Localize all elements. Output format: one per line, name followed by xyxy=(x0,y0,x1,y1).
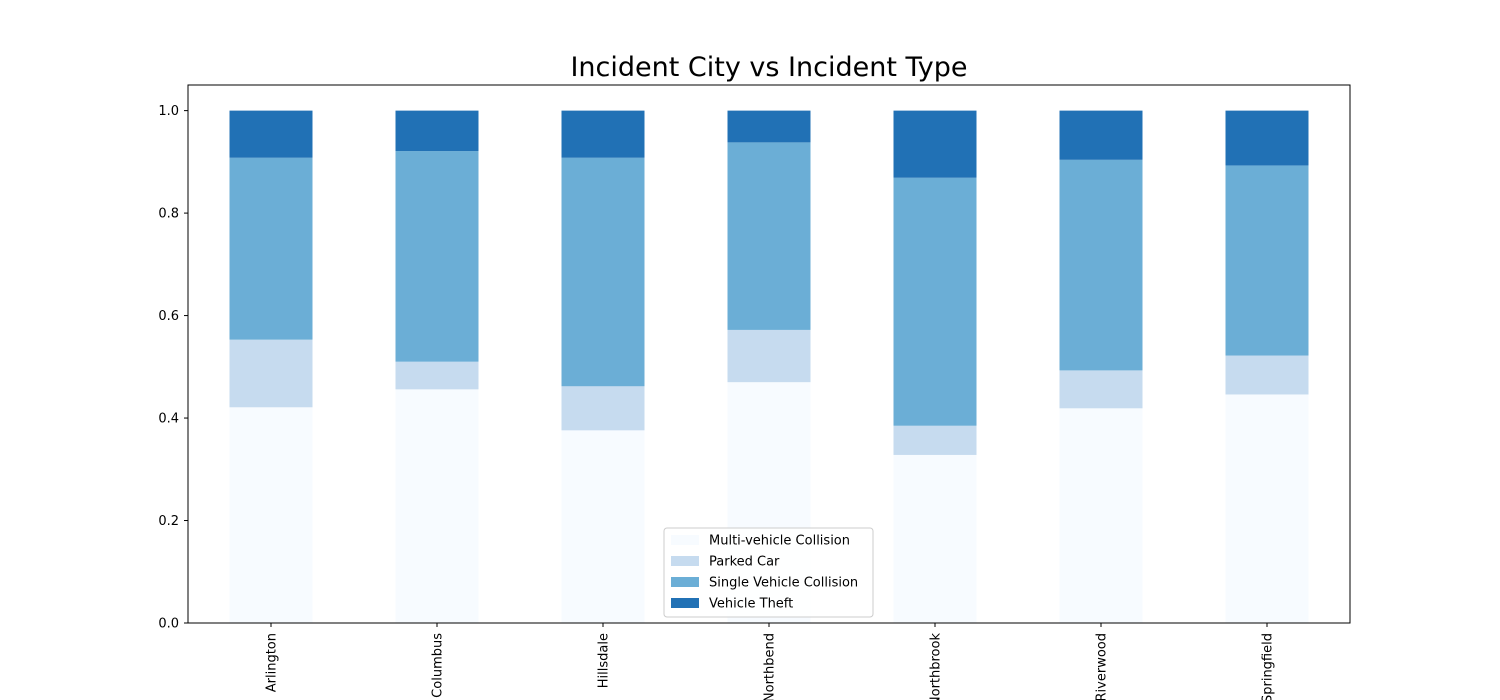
bar-hillsdale-series-1 xyxy=(561,386,645,431)
legend-swatch xyxy=(671,598,699,608)
bar-columbus-series-1 xyxy=(395,361,479,390)
y-tick-label: 0.0 xyxy=(158,617,179,632)
bar-springfield-series-2 xyxy=(1225,165,1309,356)
bar-hillsdale-series-2 xyxy=(561,157,645,387)
legend-label: Single Vehicle Collision xyxy=(709,576,858,591)
bar-columbus-series-3 xyxy=(395,110,479,152)
x-tick-label: Hillsdale xyxy=(597,633,612,688)
legend-label: Multi-vehicle Collision xyxy=(709,534,850,549)
bar-springfield-series-1 xyxy=(1225,355,1309,395)
bar-riverwood-series-1 xyxy=(1059,370,1143,409)
bar-springfield-series-0 xyxy=(1225,394,1309,623)
bar-northbend-series-2 xyxy=(727,142,811,330)
bar-hillsdale-series-3 xyxy=(561,110,645,158)
legend-label: Vehicle Theft xyxy=(709,597,793,612)
bar-arlington-series-1 xyxy=(229,339,313,408)
bar-northbrook-series-0 xyxy=(893,454,977,623)
bar-riverwood-series-0 xyxy=(1059,408,1143,623)
chart-title: Incident City vs Incident Type xyxy=(570,52,967,83)
x-tick-label: Springfield xyxy=(1261,633,1276,700)
bar-springfield-series-3 xyxy=(1225,110,1309,166)
y-tick-label: 1.0 xyxy=(158,104,179,119)
bar-arlington-series-2 xyxy=(229,157,313,340)
bar-columbus-series-0 xyxy=(395,389,479,623)
y-axis: 0.0 0.2 0.4 0.6 0.8 1.0 xyxy=(158,104,188,632)
legend-label: Parked Car xyxy=(709,555,780,570)
bar-northbrook-series-3 xyxy=(893,110,977,178)
legend-swatch xyxy=(671,556,699,566)
x-tick-label: Columbus xyxy=(431,633,446,698)
y-tick-label: 0.2 xyxy=(158,514,179,529)
x-axis: Arlington Columbus Hillsdale Northbend North… xyxy=(265,623,1276,700)
bar-northbrook-series-2 xyxy=(893,177,977,426)
bar-northbend-series-1 xyxy=(727,329,811,383)
x-tick-label: Arlington xyxy=(265,633,280,692)
bar-northbend-series-3 xyxy=(727,110,811,143)
bar-hillsdale-series-0 xyxy=(561,430,645,623)
legend: Multi-vehicle Collision Parked Car Single … xyxy=(663,527,874,618)
y-tick-label: 0.4 xyxy=(158,412,179,427)
x-tick-label: Northbrook xyxy=(929,633,944,700)
legend-box xyxy=(663,527,874,618)
x-tick-label: Riverwood xyxy=(1095,633,1110,700)
legend-swatch xyxy=(671,577,699,587)
bar-columbus-series-2 xyxy=(395,151,479,362)
bar-arlington-series-0 xyxy=(229,407,313,623)
y-tick-label: 0.8 xyxy=(158,207,179,222)
bar-arlington-series-3 xyxy=(229,110,313,158)
x-tick-label: Northbend xyxy=(763,633,778,700)
bar-northbrook-series-1 xyxy=(893,425,977,455)
legend-swatch xyxy=(671,535,699,545)
y-tick-label: 0.6 xyxy=(158,309,179,324)
bar-riverwood-series-3 xyxy=(1059,110,1143,160)
bar-riverwood-series-2 xyxy=(1059,159,1143,371)
